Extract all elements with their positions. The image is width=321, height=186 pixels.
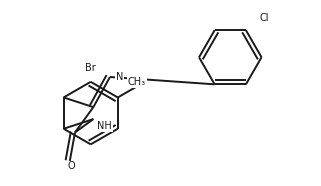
Text: CH₃: CH₃ — [128, 77, 146, 87]
Text: Br: Br — [85, 63, 96, 73]
Text: N: N — [116, 72, 123, 82]
Text: O: O — [67, 161, 75, 171]
Text: Cl: Cl — [260, 13, 269, 23]
Text: NH: NH — [97, 121, 112, 131]
